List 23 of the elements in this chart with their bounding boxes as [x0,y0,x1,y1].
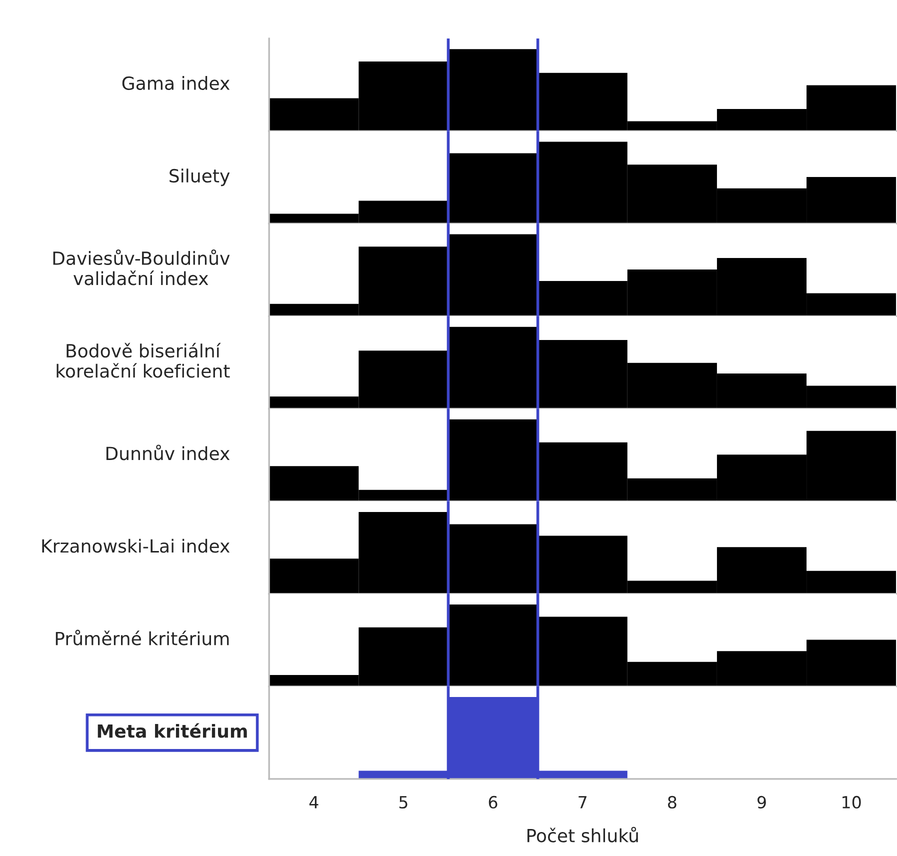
y-axis-title: Průměrné kritérium [56,630,229,646]
x-tick-label: 8 [668,796,676,809]
x-axis-title: Počet shluků [527,826,638,842]
y-axis-title: Meta kritérium [98,723,247,738]
bar [448,419,538,502]
y-axis-title: Siluety [170,168,230,186]
y-axis-title: Daviesův-Bouldinův validační index [53,249,230,286]
bar [448,326,538,409]
x-tick-label: 9 [757,796,766,809]
x-tick-label: 10 [842,796,861,809]
bar [448,604,538,686]
bar [448,524,538,594]
y-axis-title: Dunnův index [106,444,230,460]
bar [448,49,538,132]
x-tick-label: 6 [488,796,498,809]
bar [448,234,538,316]
x-tick-label: 7 [578,796,586,808]
x-tick-label: 5 [399,796,408,809]
x-tick-label: 4 [309,796,318,808]
y-axis-title: Bodově biseriální korelační koeficient [56,342,230,378]
bar [448,153,538,224]
y-axis-title: Gama index [122,76,230,90]
y-axis-title: Krzanowski-Lai index [42,538,230,553]
